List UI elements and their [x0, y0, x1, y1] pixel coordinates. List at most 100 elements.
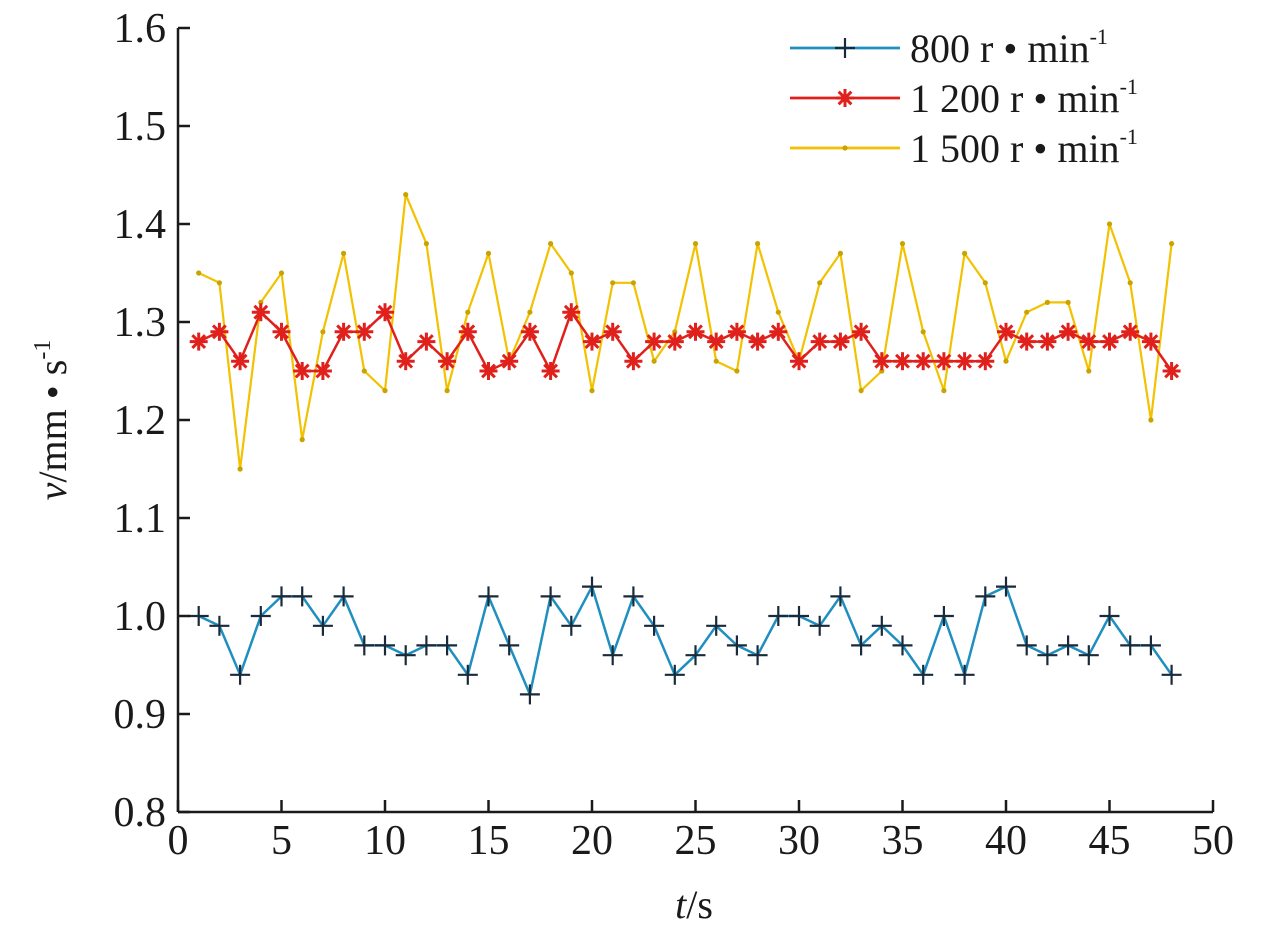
- data-point: [272, 322, 291, 341]
- data-point: [333, 586, 354, 607]
- data-point: [727, 322, 746, 341]
- data-point: [1127, 280, 1133, 286]
- data-point: [1169, 241, 1175, 247]
- legend-label: 1 500 r • min-1: [910, 124, 1138, 171]
- data-point: [707, 332, 726, 351]
- data-point: [250, 606, 271, 626]
- data-point: [893, 352, 912, 371]
- y-tick-label: 1.4: [114, 202, 167, 248]
- data-point: [1003, 358, 1009, 364]
- y-tick-label: 1.1: [114, 496, 167, 542]
- data-point: [1106, 221, 1113, 227]
- data-point: [1079, 332, 1098, 351]
- data-point: [1161, 664, 1182, 685]
- data-point: [299, 437, 305, 443]
- data-point: [312, 615, 333, 636]
- data-point: [292, 586, 313, 607]
- data-point: [644, 615, 665, 636]
- data-point: [396, 352, 415, 371]
- data-point: [872, 352, 891, 371]
- data-point: [519, 684, 540, 705]
- data-point: [914, 352, 933, 371]
- x-tick-label: 5: [271, 818, 292, 864]
- data-point: [458, 322, 477, 341]
- data-point: [645, 332, 664, 351]
- y-tick-label: 1.2: [114, 398, 167, 444]
- data-point: [954, 664, 975, 685]
- data-point: [271, 586, 292, 607]
- data-point: [1038, 332, 1057, 351]
- data-point: [361, 368, 367, 374]
- x-tick-label: 15: [468, 818, 510, 864]
- data-point: [1121, 322, 1140, 341]
- data-point: [320, 329, 326, 335]
- data-point: [809, 615, 830, 636]
- data-point: [562, 303, 581, 322]
- data-point: [664, 664, 685, 685]
- data-point: [835, 38, 855, 58]
- data-point: [976, 352, 995, 371]
- data-point: [837, 250, 844, 256]
- data-point: [499, 635, 520, 656]
- data-point: [831, 332, 850, 351]
- y-axis-label: v/mm • s-1: [30, 340, 75, 501]
- data-point: [216, 280, 222, 286]
- series-3: [196, 192, 1175, 472]
- data-point: [790, 352, 808, 371]
- data-point: [982, 280, 988, 286]
- data-point: [858, 388, 864, 394]
- data-point: [975, 586, 996, 607]
- x-tick-label: 0: [168, 818, 189, 864]
- data-point: [457, 664, 478, 685]
- data-point: [871, 615, 892, 636]
- data-point: [444, 388, 450, 394]
- data-point: [810, 332, 829, 351]
- data-point: [341, 250, 347, 256]
- data-point: [892, 635, 913, 656]
- data-point: [602, 645, 623, 666]
- data-point: [210, 322, 229, 341]
- data-point: [630, 280, 637, 286]
- data-point: [1148, 417, 1154, 423]
- data-point: [334, 322, 353, 341]
- data-point: [354, 635, 375, 656]
- data-point: [913, 664, 934, 685]
- data-point: [589, 388, 595, 394]
- data-point: [1078, 645, 1099, 666]
- data-point: [568, 270, 574, 276]
- ticks-layer: 0 5 10 15 20 25 30 35 40 45 50 0.8 0.9 1.0 1.1 1.2 1.3 1.…: [114, 6, 1235, 864]
- data-point: [382, 388, 388, 394]
- data-point: [768, 606, 789, 626]
- data-point: [603, 322, 622, 341]
- data-point: [836, 89, 854, 107]
- y-tick-label: 0.8: [114, 790, 167, 836]
- data-point: [817, 280, 823, 286]
- data-point: [775, 309, 781, 315]
- data-point: [685, 645, 706, 666]
- data-point: [686, 322, 705, 341]
- data-point: [624, 352, 643, 371]
- data-point: [423, 241, 429, 247]
- series-1: [188, 576, 1182, 705]
- data-point: [962, 250, 968, 256]
- data-point: [395, 645, 416, 666]
- data-point: [478, 586, 499, 607]
- data-point: [1016, 635, 1037, 656]
- data-point: [376, 303, 394, 322]
- data-point: [527, 309, 533, 315]
- data-point: [769, 322, 788, 341]
- x-tick-label: 10: [364, 818, 406, 864]
- data-point: [789, 606, 809, 626]
- data-point: [665, 332, 684, 351]
- legend-label: 800 r • min-1: [910, 24, 1108, 71]
- data-point: [403, 192, 409, 198]
- data-point: [955, 352, 974, 371]
- data-point: [355, 322, 374, 341]
- data-point: [610, 280, 616, 286]
- data-point: [1099, 606, 1120, 626]
- data-point: [1162, 362, 1181, 380]
- data-point: [438, 352, 457, 371]
- data-point: [1065, 299, 1071, 305]
- y-tick-label: 0.9: [114, 692, 167, 738]
- data-point: [1017, 332, 1036, 351]
